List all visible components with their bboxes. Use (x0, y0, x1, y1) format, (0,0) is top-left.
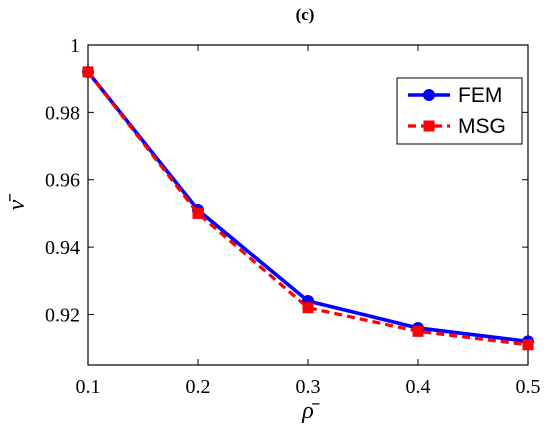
legend: FEM MSG (396, 77, 523, 145)
data-point-msg (522, 339, 534, 351)
x-tick-label: 0.4 (406, 376, 431, 398)
y-tick-label: 0.98 (45, 102, 80, 124)
data-point-msg (412, 325, 424, 337)
legend-marker (423, 89, 435, 101)
series-layer (82, 65, 534, 351)
y-tick-label: 1 (70, 35, 80, 57)
data-point-msg (192, 207, 204, 219)
x-tick-label: 0.1 (76, 376, 101, 398)
chart-title: (c) (296, 5, 315, 24)
y-tick-label: 0.94 (45, 237, 80, 259)
x-tick-label: 0.2 (186, 376, 211, 398)
x-axis-ticks: 0.1 0.2 0.3 0.4 0.5 (76, 45, 541, 398)
legend-label: FEM (458, 84, 502, 107)
series-line-msg (86, 70, 529, 347)
legend-item-fem: FEM (408, 84, 502, 107)
series-msg (82, 66, 534, 351)
x-tick-label: 0.5 (516, 376, 541, 398)
y-axis-title: ν̄ (4, 194, 30, 211)
y-tick-label: 0.96 (45, 170, 80, 192)
data-point-msg (302, 302, 314, 314)
x-axis-title: ρ̄ (301, 398, 320, 424)
legend-box (396, 77, 523, 145)
legend-item-msg: MSG (408, 115, 506, 138)
legend-marker (423, 120, 435, 132)
data-point-msg (82, 66, 94, 78)
y-axis-ticks: 0.92 0.94 0.96 0.98 1 (45, 35, 528, 326)
y-tick-label: 0.92 (45, 304, 80, 326)
legend-label: MSG (458, 115, 506, 138)
x-tick-label: 0.3 (296, 376, 321, 398)
